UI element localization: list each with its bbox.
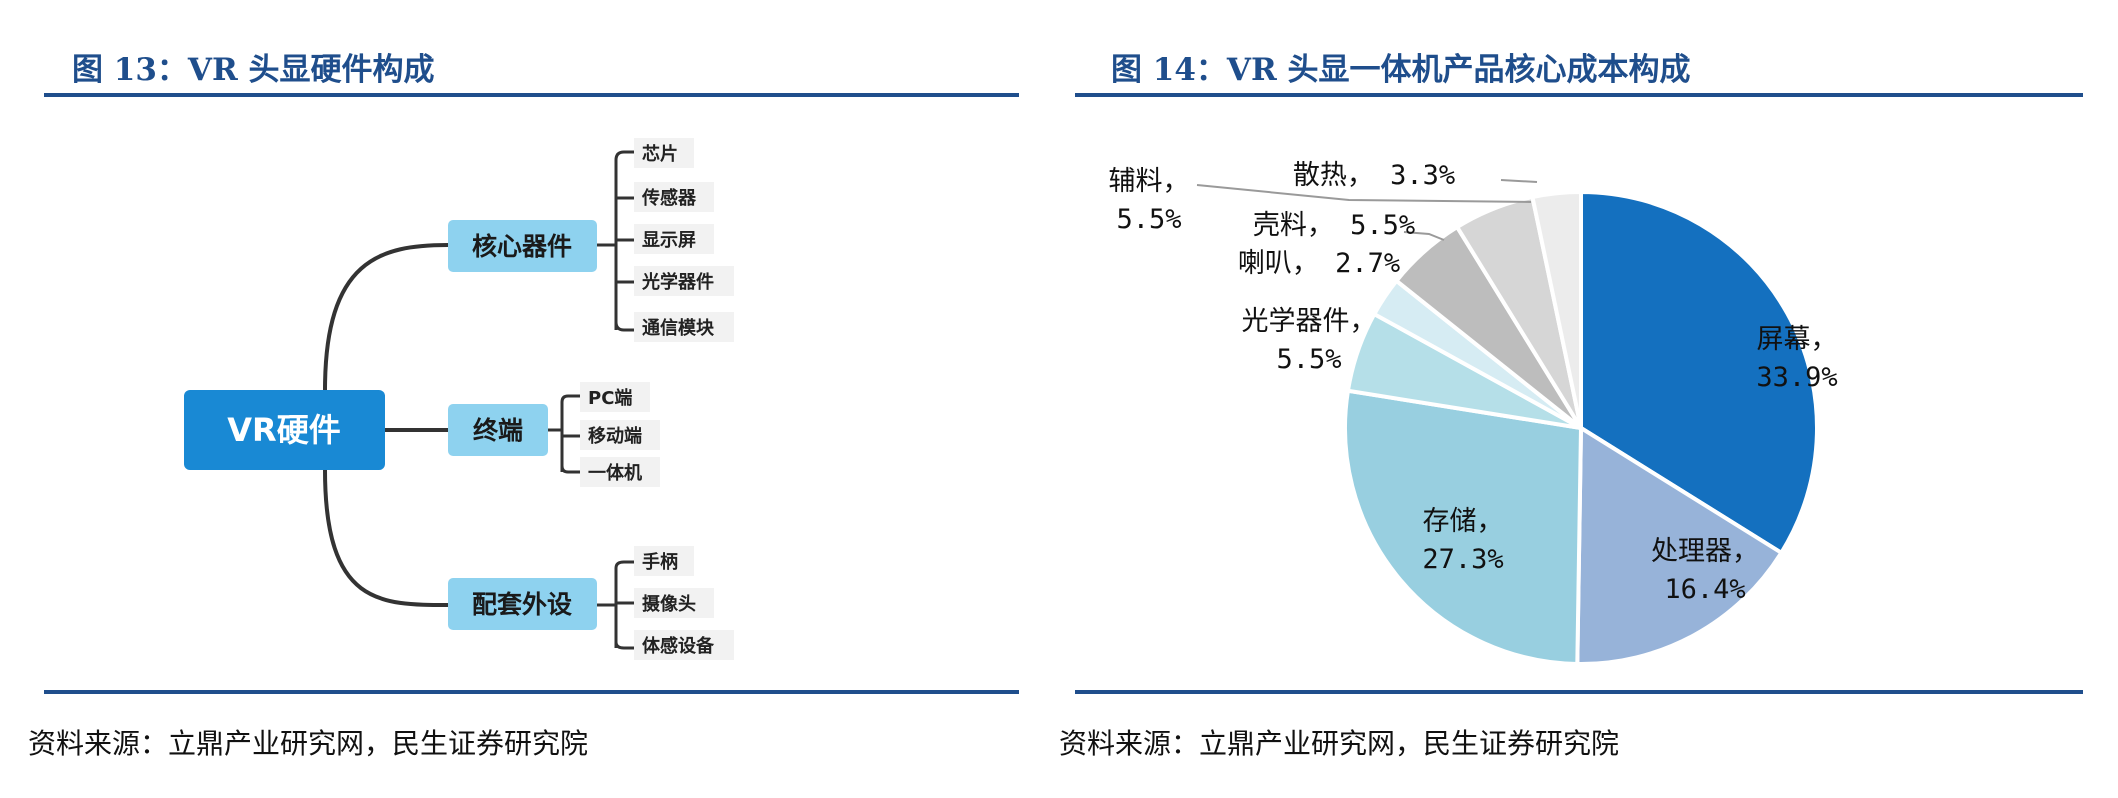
mindmap-branch-terminal-label: 终端 — [473, 416, 523, 445]
pie-label-storage: 存储， 27.3% — [1422, 506, 1503, 575]
leaf-all-in-one: 一体机 — [588, 462, 642, 484]
leaf-camera: 摄像头 — [642, 593, 696, 615]
pie-slices — [1343, 189, 1819, 667]
leader-line-shell — [1403, 231, 1445, 241]
pie-label-screen: 屏幕， 33.9% — [1756, 324, 1837, 393]
pie-label-processor: 处理器， 16.4% — [1651, 536, 1759, 605]
leaf-node-bg — [634, 266, 734, 296]
leaf-comm-module: 通信模块 — [642, 317, 715, 339]
connector-root-core — [323, 243, 449, 391]
figure-14-source: 资料来源：立鼎产业研究网，民生证券研究院 — [1059, 727, 1620, 760]
pie-label-cooling: 散热， 3.3% — [1293, 160, 1455, 191]
figure-13-bottom-rule — [44, 690, 1019, 694]
figure-13-source: 资料来源：立鼎产业研究网，民生证券研究院 — [28, 727, 589, 760]
leaf-motion-device: 体感设备 — [642, 635, 715, 657]
pie-label-speaker: 喇叭， 2.7% — [1238, 248, 1400, 279]
leaf-controller: 手柄 — [642, 551, 678, 573]
core-children-bracket — [597, 150, 640, 332]
leaf-mobile: 移动端 — [588, 425, 642, 447]
mindmap-child-connectors — [548, 150, 640, 650]
figure-14-title: 图 14：VR 头显一体机产品核心成本构成 — [1111, 52, 1691, 88]
pie-label-auxiliary: 辅料， 5.5% — [1109, 166, 1190, 235]
mindmap-root-label: VR硬件 — [227, 411, 340, 449]
vr-hardware-mindmap: VR硬件 核心器件 终端 配套外设 芯片 传感器 显示屏 光学器件 通信模块 P… — [184, 138, 734, 660]
leaf-node-bg — [634, 630, 734, 660]
mindmap-branch-peripherals — [448, 578, 597, 630]
leaf-node-bg — [634, 546, 694, 576]
leaf-node-bg — [634, 588, 714, 618]
mindmap-branch-peripherals-label: 配套外设 — [472, 590, 572, 619]
figure-14-bottom-rule — [1075, 690, 2083, 694]
leaf-node-bg — [580, 420, 660, 450]
leaf-optics: 光学器件 — [641, 271, 714, 293]
leader-line-cooling — [1500, 179, 1538, 183]
leaf-pc: PC端 — [588, 388, 632, 409]
connector-root-peripherals — [323, 469, 449, 607]
figure-13-panel: 图 13：VR 头显硬件构成 VR硬件 核心器件 终端 配套外设 芯片 — [28, 52, 1019, 760]
pie-slice-storage — [1343, 388, 1584, 667]
pie-label-shell: 壳料， 5.5% — [1253, 210, 1415, 241]
mindmap-branch-core — [448, 220, 597, 272]
mindmap-root-node — [184, 390, 385, 470]
pie-slice-processor — [1575, 424, 1785, 666]
peripheral-children-bracket — [597, 560, 640, 650]
leaf-node-bg — [634, 224, 714, 254]
leaf-sensor: 传感器 — [641, 187, 697, 209]
figure-14-panel: 图 14：VR 头显一体机产品核心成本构成 屏幕， 33.9% 处理器， 16.4% 存… — [1059, 0, 2118, 798]
pie-slice-cooling — [1530, 189, 1583, 429]
figure-13-top-rule — [44, 93, 1019, 97]
figure-14-top-rule — [1075, 93, 2083, 97]
mindmap-branch-terminal — [448, 404, 548, 456]
cost-composition-pie-chart: 屏幕， 33.9% 处理器， 16.4% 存储， 27.3% 光学器件， 5.5% 喇叭， 2.… — [1109, 160, 1838, 667]
leader-line-auxiliary — [1196, 184, 1532, 203]
pie-leader-lines — [1196, 179, 1538, 241]
figure-13-title: 图 13：VR 头显硬件构成 — [72, 52, 435, 88]
leaf-display: 显示屏 — [642, 230, 696, 251]
mindmap-connectors — [323, 243, 449, 607]
leaf-node-bg — [634, 138, 694, 168]
leaf-chip: 芯片 — [642, 143, 678, 165]
pie-label-optics: 光学器件， 5.5% — [1242, 306, 1377, 375]
leaf-node-bg — [634, 182, 714, 212]
leaf-node-bg — [580, 457, 660, 487]
leaf-node-bg — [634, 312, 734, 342]
pie-labels: 屏幕， 33.9% 处理器， 16.4% 存储， 27.3% 光学器件， 5.5% 喇叭， 2.… — [1109, 160, 1838, 605]
leaf-node-bg — [580, 382, 650, 412]
mindmap-branch-core-label: 核心器件 — [472, 232, 572, 261]
terminal-children-bracket — [548, 394, 584, 474]
